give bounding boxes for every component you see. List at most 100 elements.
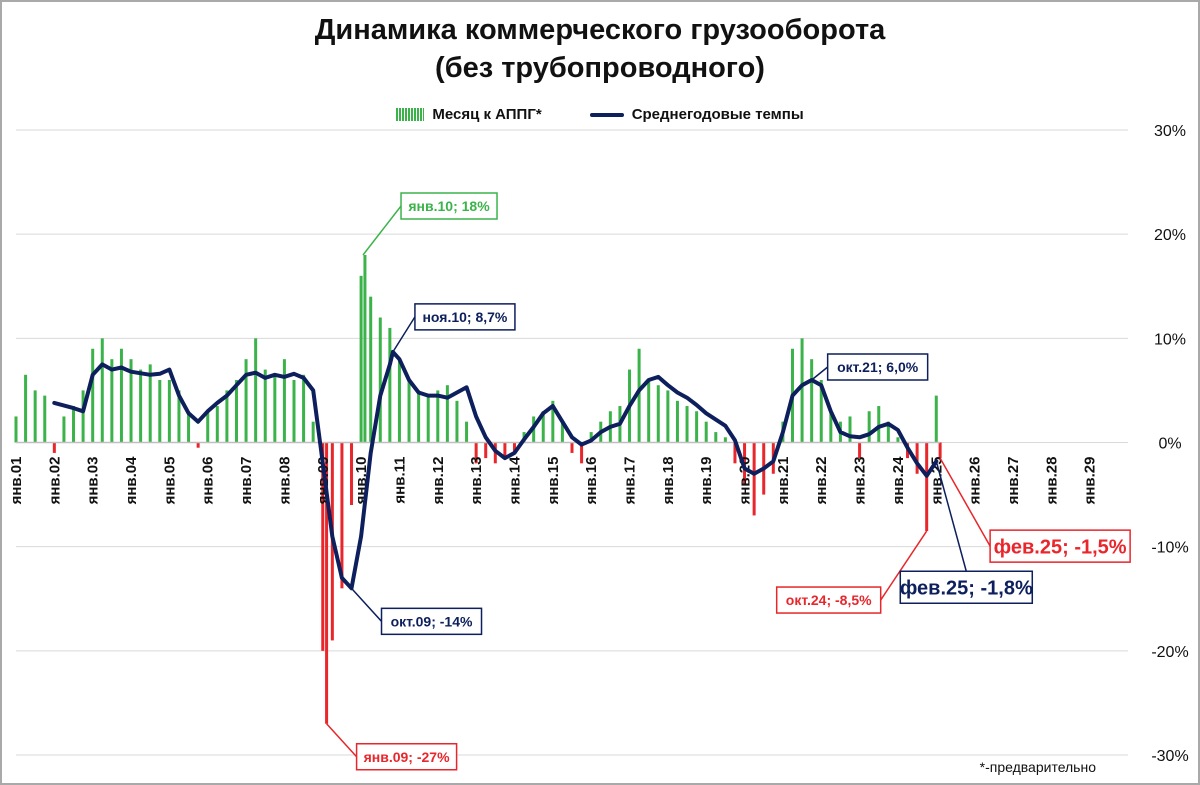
monthly-bar: [234, 380, 238, 443]
x-tick-label: янв.07: [238, 457, 255, 505]
monthly-bar: [282, 359, 286, 443]
monthly-bar: [225, 390, 229, 443]
y-tick-label: 0%: [1158, 436, 1181, 453]
monthly-bar: [397, 359, 401, 443]
x-tick-label: янв.08: [276, 457, 293, 505]
monthly-bar: [14, 416, 18, 443]
monthly-bar: [417, 390, 421, 443]
monthly-bar: [407, 380, 411, 443]
monthly-bar: [81, 390, 85, 443]
callout-leader: [392, 316, 416, 353]
x-tick-label: янв.02: [46, 457, 63, 505]
x-tick-label: янв.21: [775, 457, 792, 505]
monthly-bar: [666, 390, 670, 443]
chart-footnote: *-предварительно: [979, 759, 1096, 775]
monthly-bar: [570, 442, 574, 453]
x-tick-label: янв.11: [391, 457, 408, 504]
chart-subtitle: (без трубопроводного): [435, 52, 765, 84]
average-line: [52, 349, 939, 591]
callout-label: окт.24; -8,5%: [786, 592, 872, 608]
x-tick-label: янв.04: [123, 456, 140, 505]
callout: фев.25; -1,8%: [899, 461, 1034, 604]
monthly-bar: [685, 406, 689, 443]
callout-label: окт.21; 6,0%: [837, 359, 919, 375]
monthly-bar: [647, 380, 651, 443]
callout: окт.21; 6,0%: [811, 353, 929, 381]
legend-label-bars: Месяц к АППГ*: [432, 106, 542, 123]
monthly-bar: [139, 369, 143, 443]
monthly-bar: [733, 442, 737, 464]
monthly-bar: [158, 380, 162, 443]
monthly-bar: [52, 442, 56, 453]
monthly-bar: [187, 411, 191, 443]
monthly-bar: [363, 255, 367, 443]
monthly-bar: [244, 359, 248, 443]
monthly-bar: [675, 400, 679, 443]
monthly-bar: [43, 395, 47, 443]
x-tick-label: янв.19: [698, 457, 715, 505]
monthly-bar: [302, 374, 306, 443]
y-tick-label: 30%: [1154, 123, 1186, 140]
monthly-bar: [100, 338, 104, 443]
x-tick-label: янв.13: [468, 457, 485, 505]
x-tick-label: янв.24: [890, 456, 907, 505]
monthly-bar: [695, 411, 699, 443]
monthly-bar: [325, 442, 329, 724]
x-tick-label: янв.23: [852, 457, 869, 505]
monthly-bar: [254, 338, 258, 443]
monthly-bar: [196, 442, 200, 448]
x-tick-label: янв.05: [161, 457, 178, 505]
monthly-bar: [714, 432, 718, 443]
x-tick-label: янв.28: [1043, 457, 1060, 505]
x-tick-label: янв.03: [85, 457, 102, 505]
legend-bar-swatch: [396, 108, 425, 121]
x-tick-label: янв.16: [583, 457, 600, 505]
monthly-bar: [72, 406, 76, 443]
monthly-bar: [110, 359, 114, 443]
monthly-bar: [896, 437, 900, 443]
monthly-bar: [292, 380, 296, 443]
callout: янв.09; -27%: [326, 723, 458, 771]
callout: окт.09; -14%: [350, 587, 483, 636]
legend-item-line: Среднегодовые темпы: [589, 106, 804, 123]
callout-leader: [350, 587, 383, 622]
callout-box: [899, 570, 1034, 604]
x-tick-label: янв.27: [1005, 457, 1022, 505]
callout: окт.24; -8,5%: [775, 530, 928, 614]
monthly-bar: [541, 411, 545, 443]
x-tick-label: янв.17: [622, 457, 639, 505]
chart-legend: Месяц к АППГ* Среднегодовые темпы: [0, 106, 1200, 123]
monthly-bar: [445, 385, 449, 443]
x-tick-label: янв.06: [200, 457, 217, 505]
monthly-bar: [551, 400, 555, 443]
callout-leader: [880, 530, 928, 601]
monthly-bar: [465, 421, 469, 443]
callout-box: [826, 353, 929, 381]
callout: ноя.10; 8,7%: [392, 303, 516, 353]
x-tick-label: янв.20: [737, 457, 754, 505]
monthly-bar: [426, 395, 430, 443]
monthly-bar: [273, 374, 277, 443]
callout-label: фев.25; -1,5%: [994, 536, 1127, 558]
monthly-bar: [934, 395, 938, 443]
callout-leader: [935, 461, 967, 572]
monthly-bar: [819, 380, 823, 443]
monthly-bar: [91, 348, 95, 443]
chart-title: Динамика коммерческого грузооборота: [314, 14, 886, 46]
monthly-bar: [848, 416, 852, 443]
y-tick-label: 20%: [1154, 227, 1186, 244]
monthly-bar: [877, 406, 881, 443]
monthly-bar: [62, 416, 66, 443]
monthly-bar: [915, 442, 919, 474]
monthly-bar: [800, 338, 804, 443]
callout-label: янв.09; -27%: [364, 749, 450, 765]
legend-item-bars: Месяц к АППГ*: [396, 106, 542, 123]
x-tick-label: янв.01: [8, 457, 25, 505]
monthly-bar: [369, 296, 373, 443]
callout-leader: [326, 723, 358, 758]
monthly-bar: [378, 317, 382, 443]
monthly-bar: [350, 442, 354, 505]
callout-leader: [939, 457, 991, 547]
